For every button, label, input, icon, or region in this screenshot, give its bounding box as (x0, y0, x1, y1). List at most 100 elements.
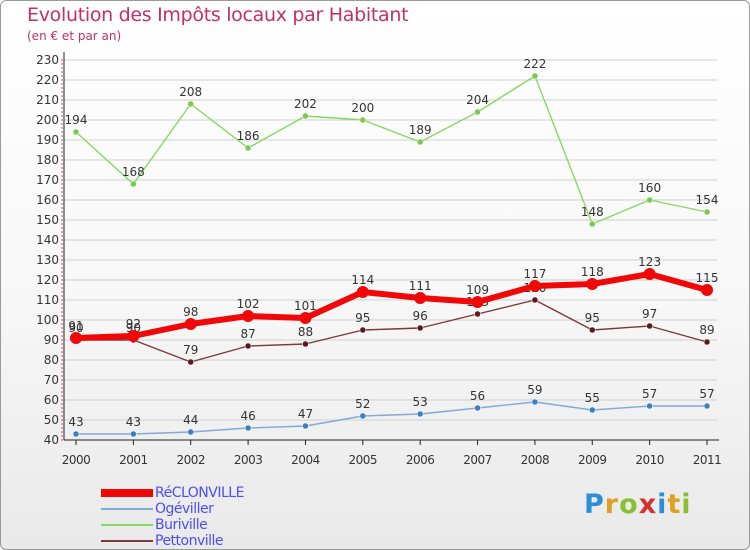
data-point-buriville (531, 72, 539, 80)
x-tick-label: 2007 (463, 453, 492, 467)
x-tick-label: 2008 (521, 453, 550, 467)
y-tick-label: 50 (44, 413, 59, 427)
data-label-r-clonville: 102 (237, 297, 260, 311)
data-label-buriville: 200 (351, 101, 374, 115)
data-label-pettonville: 95 (355, 311, 370, 325)
data-label-r-clonville: 91 (68, 319, 83, 333)
data-label-og-viller: 56 (470, 389, 485, 403)
y-tick-label: 170 (36, 173, 59, 187)
data-point-og-viller (646, 402, 653, 410)
data-point-og-viller (302, 422, 309, 430)
data-point-buriville (646, 196, 653, 204)
data-label-r-clonville: 123 (638, 255, 661, 269)
x-tick-label: 2009 (578, 453, 607, 467)
data-point-r-clonville (299, 312, 312, 324)
data-label-buriville: 148 (581, 205, 604, 219)
data-point-og-viller (187, 428, 194, 436)
y-tick-label: 130 (36, 253, 59, 267)
y-tick-label: 210 (36, 93, 59, 107)
legend-label: Buriville (155, 517, 208, 533)
data-point-og-viller (416, 410, 424, 418)
logo-letter: P (584, 489, 605, 520)
legend-swatch (101, 508, 153, 510)
data-label-buriville: 160 (638, 181, 661, 195)
logo-letter: t (667, 489, 682, 520)
data-point-r-clonville (356, 286, 369, 298)
data-label-og-viller: 43 (126, 415, 141, 429)
data-point-og-viller (703, 402, 711, 410)
y-tick-label: 60 (44, 393, 59, 407)
data-point-pettonville (359, 326, 367, 334)
data-label-og-viller: 46 (240, 409, 255, 423)
data-point-buriville (130, 180, 137, 188)
data-point-pettonville (187, 358, 194, 366)
logo-letter: o (619, 489, 639, 520)
series-line-buriville (75, 75, 708, 225)
data-label-buriville: 154 (696, 193, 719, 207)
logo-letter: i (681, 489, 692, 520)
legend-swatch (101, 524, 153, 526)
data-label-pettonville: 97 (642, 307, 657, 321)
data-point-buriville (302, 112, 309, 120)
data-point-pettonville (416, 324, 424, 332)
legend-label: RéCLONVILLE (155, 485, 244, 501)
data-point-og-viller (244, 424, 252, 432)
data-point-r-clonville (643, 268, 656, 280)
data-point-pettonville (703, 338, 711, 346)
data-label-og-viller: 52 (355, 397, 370, 411)
data-point-og-viller (531, 398, 539, 406)
y-tick-label: 220 (36, 73, 59, 87)
data-label-pettonville: 89 (699, 323, 714, 337)
data-label-og-viller: 53 (413, 395, 428, 409)
y-tick-label: 90 (44, 333, 59, 347)
legend-swatch (101, 540, 153, 542)
x-tick-label: 2010 (635, 453, 664, 467)
data-point-og-viller (130, 430, 137, 438)
y-tick-label: 200 (36, 113, 59, 127)
data-label-r-clonville: 92 (126, 317, 141, 331)
y-tick-label: 150 (36, 213, 59, 227)
y-tick-label: 230 (36, 53, 59, 67)
data-point-pettonville (531, 296, 539, 304)
data-label-r-clonville: 98 (183, 305, 198, 319)
data-point-og-viller (72, 430, 80, 438)
data-point-buriville (244, 144, 252, 152)
data-label-r-clonville: 111 (409, 279, 432, 293)
data-label-r-clonville: 117 (523, 267, 546, 281)
data-label-r-clonville: 115 (696, 271, 719, 285)
data-point-r-clonville (586, 278, 599, 290)
legend-label: Pettonville (155, 533, 224, 549)
data-label-pettonville: 79 (183, 343, 198, 357)
data-label-buriville: 208 (179, 85, 202, 99)
y-tick-label: 120 (36, 273, 59, 287)
data-point-buriville (72, 128, 80, 136)
data-point-buriville (187, 100, 194, 108)
data-point-pettonville (474, 310, 481, 318)
data-point-r-clonville (414, 292, 427, 304)
x-tick-label: 2003 (234, 453, 263, 467)
data-label-buriville: 189 (409, 123, 432, 137)
data-label-og-viller: 57 (699, 387, 714, 401)
data-point-r-clonville (701, 284, 713, 296)
x-tick-label: 2000 (62, 453, 91, 467)
data-point-og-viller (589, 406, 596, 414)
data-label-og-viller: 55 (585, 391, 600, 405)
data-point-pettonville (302, 340, 309, 348)
series-line-og-viller (76, 401, 707, 435)
data-point-r-clonville (70, 332, 82, 344)
data-point-pettonville (244, 342, 252, 350)
series-line-r-clonville (75, 271, 708, 341)
y-tick-label: 100 (36, 313, 59, 327)
y-tick-label: 40 (44, 433, 59, 447)
x-tick-label: 2005 (349, 453, 378, 467)
data-point-r-clonville (127, 330, 140, 342)
data-label-buriville: 168 (122, 165, 145, 179)
data-label-pettonville: 88 (298, 325, 313, 339)
data-point-buriville (589, 220, 596, 228)
data-label-r-clonville: 101 (294, 299, 317, 313)
data-point-buriville (416, 138, 424, 146)
data-label-buriville: 186 (237, 129, 260, 143)
y-tick-label: 140 (36, 233, 59, 247)
data-label-og-viller: 59 (527, 383, 542, 397)
